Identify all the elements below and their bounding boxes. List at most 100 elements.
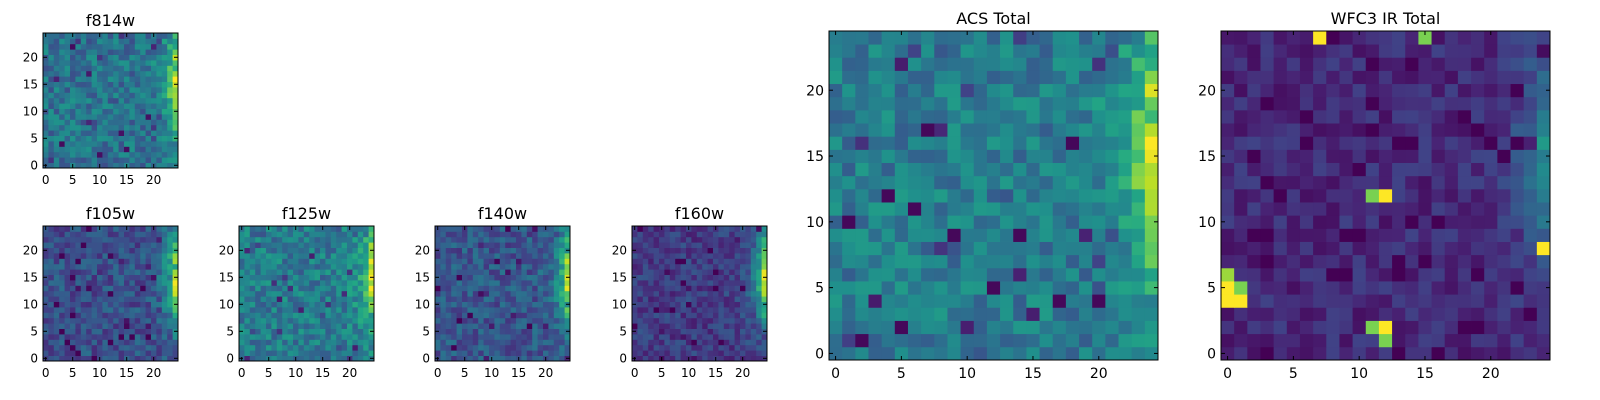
heatmap-cell bbox=[113, 323, 119, 329]
heatmap-cell bbox=[829, 294, 843, 308]
heatmap-cell bbox=[1065, 215, 1080, 229]
heatmap-cell bbox=[659, 328, 665, 335]
heatmap-cell bbox=[271, 339, 278, 346]
heatmap-cell bbox=[124, 317, 130, 324]
heatmap-cell bbox=[456, 344, 463, 351]
heatmap-cell bbox=[1471, 188, 1485, 203]
heatmap-cell bbox=[107, 231, 114, 238]
heatmap-cell bbox=[537, 290, 544, 297]
heatmap-cell bbox=[435, 334, 441, 340]
heatmap-cell bbox=[70, 274, 76, 281]
heatmap-cell bbox=[1339, 70, 1353, 85]
heatmap-cell bbox=[357, 253, 364, 259]
heatmap-cell bbox=[1405, 254, 1419, 269]
heatmap-cell bbox=[1392, 57, 1406, 71]
heatmap-cell bbox=[521, 242, 528, 248]
heatmap-cell bbox=[59, 81, 65, 88]
heatmap-cell bbox=[151, 253, 157, 259]
heatmap-cell bbox=[43, 43, 49, 50]
heatmap-cell bbox=[1131, 267, 1146, 282]
heatmap-cell bbox=[1105, 188, 1119, 203]
heatmap-cell bbox=[64, 258, 71, 265]
heatmap-cell bbox=[145, 33, 152, 39]
heatmap-cell bbox=[1510, 31, 1525, 45]
heatmap-cell bbox=[702, 290, 708, 297]
heatmap-cell bbox=[293, 328, 299, 335]
heatmap-cell bbox=[489, 269, 495, 275]
heatmap-cell bbox=[734, 350, 741, 356]
heatmap-cell bbox=[691, 290, 698, 297]
heatmap-cell bbox=[113, 236, 119, 243]
heatmap-cell bbox=[260, 236, 267, 243]
heatmap-cell bbox=[70, 307, 76, 313]
heatmap-cell bbox=[151, 307, 157, 313]
heatmap-cell bbox=[167, 141, 173, 147]
heatmap-cell bbox=[494, 307, 501, 313]
heatmap-cell bbox=[669, 236, 676, 243]
heatmap-cell bbox=[293, 323, 299, 329]
heatmap-cell bbox=[740, 317, 746, 324]
heatmap-cell bbox=[75, 43, 82, 50]
heatmap-cell bbox=[1444, 109, 1459, 124]
heatmap-cell bbox=[244, 247, 251, 254]
heatmap-cell bbox=[669, 269, 676, 275]
heatmap-cell bbox=[48, 157, 55, 163]
heatmap-cell bbox=[124, 253, 130, 259]
heatmap-cell bbox=[499, 301, 506, 308]
heatmap-cell bbox=[145, 296, 152, 302]
heatmap-cell bbox=[1273, 267, 1288, 282]
heatmap-cell bbox=[1326, 346, 1340, 361]
heatmap-cell bbox=[239, 263, 245, 270]
heatmap-cell bbox=[113, 328, 119, 335]
heatmap-cell bbox=[947, 267, 961, 282]
heatmap-cell bbox=[537, 328, 544, 335]
heatmap-cell bbox=[675, 296, 681, 302]
heatmap-cell bbox=[1471, 96, 1485, 111]
heatmap-cell bbox=[48, 290, 55, 297]
heatmap-cell bbox=[134, 124, 141, 131]
heatmap-cell bbox=[314, 339, 321, 346]
heatmap-cell bbox=[745, 263, 752, 270]
heatmap-cell bbox=[653, 242, 660, 248]
heatmap-cell bbox=[750, 247, 757, 254]
heatmap-cell bbox=[521, 328, 528, 335]
heatmap-cell bbox=[1221, 294, 1235, 308]
heatmap-cell bbox=[1131, 123, 1146, 137]
heatmap-cell bbox=[124, 103, 130, 109]
heatmap-cell bbox=[707, 274, 714, 281]
heatmap-cell bbox=[1365, 333, 1380, 348]
heatmap-cell bbox=[330, 231, 337, 238]
heatmap-cell bbox=[1510, 149, 1525, 163]
heatmap-cell bbox=[303, 247, 310, 254]
heatmap-cell bbox=[167, 119, 173, 126]
heatmap-cell bbox=[734, 236, 741, 243]
heatmap-cell bbox=[537, 280, 544, 286]
heatmap-cell bbox=[118, 323, 125, 329]
heatmap-cell bbox=[451, 312, 457, 319]
heatmap-cell bbox=[124, 87, 130, 93]
heatmap-cell bbox=[134, 103, 141, 109]
heatmap-cell bbox=[729, 339, 735, 346]
heatmap-cell bbox=[1247, 70, 1261, 85]
heatmap-cell bbox=[1052, 241, 1067, 256]
heatmap-cell bbox=[239, 242, 245, 248]
heatmap-cell bbox=[829, 320, 843, 335]
heatmap-cell bbox=[1079, 175, 1093, 190]
heatmap-cell bbox=[1260, 320, 1275, 335]
heatmap-cell bbox=[564, 242, 571, 248]
heatmap-cell bbox=[145, 92, 152, 99]
heatmap-cell bbox=[548, 231, 555, 238]
heatmap-cell bbox=[80, 263, 87, 270]
heatmap-cell bbox=[43, 269, 49, 275]
heatmap-cell bbox=[637, 242, 644, 248]
heatmap-cell bbox=[1365, 215, 1380, 229]
heatmap-cell bbox=[368, 285, 375, 292]
heatmap-cell bbox=[118, 247, 125, 254]
heatmap-cell bbox=[59, 350, 65, 356]
heatmap-cell bbox=[161, 231, 168, 238]
heatmap-cell bbox=[707, 269, 714, 275]
heatmap-cell bbox=[1431, 136, 1446, 150]
heatmap-cell bbox=[1286, 281, 1301, 295]
heatmap-cell bbox=[266, 263, 272, 270]
heatmap-cell bbox=[260, 226, 267, 232]
